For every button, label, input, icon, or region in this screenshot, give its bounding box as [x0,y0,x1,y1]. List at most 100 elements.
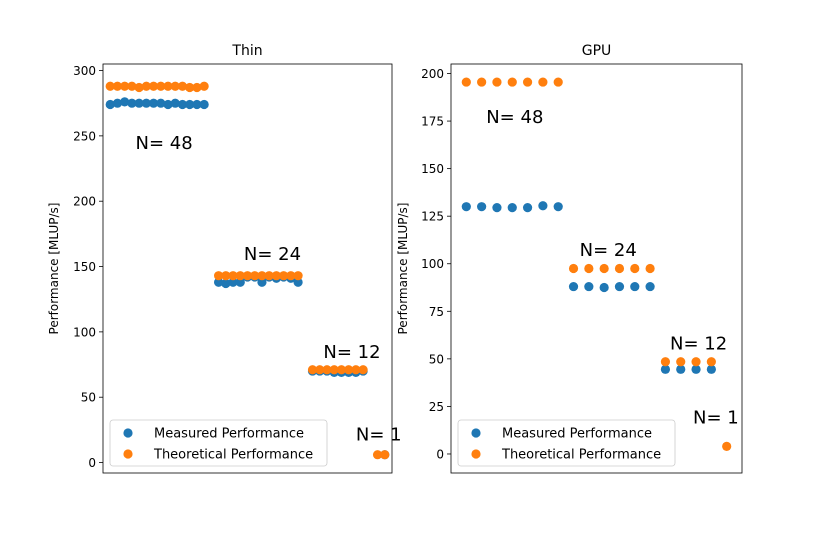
data-point-theoretical [127,81,137,91]
legend: Measured Performance Theoretical Performa… [457,419,676,467]
legend-marker [471,428,481,438]
data-point-measured [676,364,686,374]
data-point-theoretical [242,271,253,281]
annotation-label: N= 48 [486,107,543,128]
data-point-measured [163,99,173,110]
legend-label: Theoretical Performance [153,448,313,463]
data-point-measured [235,277,245,287]
chart-panel-1: Thin Performance [MLUP/s] 0 50 100 150 200 250 3… [47,43,402,474]
y-axis-label: Performance [MLUP/s] [396,203,410,335]
data-point-measured [228,277,238,287]
data-point-theoretical [134,82,144,93]
data-point-theoretical [372,450,383,460]
legend-label: Measured Performance [502,427,652,442]
y-tick-label: 200 [73,195,96,209]
data-point-measured [477,202,487,212]
data-point-measured [257,277,267,287]
data-point-theoretical [660,357,671,367]
data-point-measured [645,281,655,292]
data-point-theoretical [522,77,533,87]
data-point-measured [614,281,625,292]
data-point-measured [691,364,701,374]
data-point-theoretical [630,263,640,274]
data-point-theoretical [264,271,274,281]
data-point-measured [170,98,180,108]
annotation-label: N= 48 [136,133,193,154]
data-point-theoretical [156,81,166,91]
data-point-theoretical [380,450,390,460]
y-tick-label: 125 [421,210,444,224]
y-tick-label: 200 [421,67,444,81]
data-point-measured [461,202,471,212]
y-tick-label: 150 [73,260,96,274]
data-point-theoretical [185,82,195,93]
data-point-theoretical [351,365,361,375]
data-point-theoretical [279,271,289,281]
data-point-measured [706,364,716,374]
data-point-measured [630,281,640,292]
data-point-theoretical [170,81,180,91]
chart-title: Thin [231,43,262,59]
data-point-theoretical [336,365,347,375]
data-point-theoretical [192,82,202,93]
annotation-label: N= 1 [356,424,402,445]
y-tick-label: 25 [429,400,444,414]
data-point-theoretical [199,81,209,91]
data-point-measured [199,99,209,110]
data-point-theoretical [163,81,173,91]
annotation-label: N= 12 [670,333,727,354]
data-point-theoretical [148,81,159,91]
y-tick-label: 300 [73,64,96,78]
data-point-theoretical [538,77,548,87]
data-point-theoretical [271,271,281,281]
data-point-theoretical [645,263,655,274]
data-point-theoretical [286,271,296,281]
legend-marker [123,428,133,438]
data-point-theoretical [112,81,123,91]
y-tick-label: 0 [436,447,444,461]
data-point-theoretical [293,271,303,281]
legend-marker [123,449,133,459]
data-point-theoretical [477,77,487,87]
data-point-theoretical [722,441,732,451]
data-point-measured [553,202,563,212]
data-point-theoretical [507,77,517,87]
annotation-label: N= 24 [244,244,301,265]
data-point-theoretical [461,77,471,87]
data-point-theoretical [553,77,563,87]
data-point-theoretical [235,271,245,281]
data-point-measured [214,277,224,287]
y-tick-label: 0 [88,456,96,470]
data-point-theoretical [250,271,260,281]
data-point-measured [120,97,130,107]
chart-panel-2: GPU Performance [MLUP/s] 0 25 50 75 100 125 150 1… [396,43,743,474]
data-point-theoretical [584,263,594,274]
data-point-measured [492,203,502,213]
data-point-measured [148,98,159,108]
data-point-theoretical [492,77,502,87]
data-point-measured [127,98,137,108]
data-point-measured [568,281,579,292]
data-point-measured [192,99,202,110]
data-point-measured [177,99,188,110]
data-point-theoretical [214,271,224,281]
y-axis-label: Performance [MLUP/s] [47,203,61,335]
legend-label: Measured Performance [154,427,304,442]
data-point-theoretical [177,81,188,91]
data-point-theoretical [706,357,716,367]
data-point-theoretical [228,271,238,281]
data-point-theoretical [329,365,339,375]
data-point-theoretical [141,81,151,91]
data-point-measured [112,98,123,108]
legend-marker [471,449,481,459]
data-point-theoretical [676,357,686,367]
data-point-theoretical [120,81,130,91]
axes-frame [450,63,743,474]
data-point-measured [185,99,195,110]
data-point-measured [599,282,609,293]
data-point-theoretical [344,365,354,375]
data-point-theoretical [221,271,231,281]
data-point-measured [660,364,671,374]
y-tick-label: 100 [421,257,444,271]
